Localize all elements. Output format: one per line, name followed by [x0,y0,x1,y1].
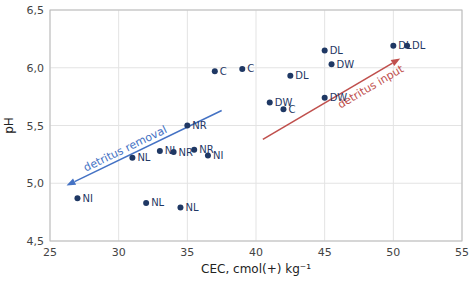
point-label: NL [185,202,198,213]
arrow-line [75,110,222,181]
chart-container: 25 30 35 40 45 50 55 4,5 5,0 5,5 6,0 6,5 CEC, cmol(+… [0,0,474,281]
point-label: NI [213,150,223,161]
tick-label: 25 [43,246,57,259]
point [143,200,149,206]
point-label: DL [412,40,426,51]
point-labels: NINLNLNINRNRNRNLCNICDWDLCDLDWDWDLDL [82,40,425,213]
tick-label: 35 [180,246,194,259]
tick-label: 5,5 [27,120,45,133]
point [184,123,190,129]
point-label: NL [137,152,150,163]
point [329,61,335,67]
y-axis-label: pH [2,117,16,134]
point [212,68,218,74]
arrow-head [66,178,76,185]
tick-label: 40 [249,246,263,259]
point-label: NR [199,144,213,155]
point-label: NR [192,120,206,131]
points [74,43,410,211]
point [267,99,273,105]
point [287,73,293,79]
point [239,66,245,72]
point [322,95,328,101]
plot-frame [50,10,462,241]
tick-label: 45 [318,246,332,259]
point-label: NL [151,197,164,208]
point-label: C [247,63,254,74]
grid-line [50,183,462,184]
point [390,43,396,49]
point-label: NR [179,147,193,158]
tick-label: 55 [455,246,469,259]
point-label: DL [398,40,412,51]
tick-label: 6,5 [27,4,45,17]
tick-label: 30 [112,246,126,259]
grid [50,10,462,241]
grid-line [50,125,462,126]
x-axis-label: CEC, cmol(+) kg⁻¹ [201,262,311,276]
arrows [66,59,400,186]
chart: 25 30 35 40 45 50 55 4,5 5,0 5,5 6,0 6,5 CEC, cmol(+… [0,0,474,281]
point [322,47,328,53]
tick-label: 50 [386,246,400,259]
point-label: DL [295,70,309,81]
arrow-label: detritus removal [82,123,170,174]
point [74,195,80,201]
point-label: DW [337,59,355,70]
point [129,155,135,161]
point-label: NI [165,145,175,156]
arrow-label: detritus input [335,62,406,111]
point-label: C [220,66,227,77]
tick-label: 6,0 [27,62,45,75]
point [157,148,163,154]
point-label: C [288,104,295,115]
point-label: NI [82,193,92,204]
tick-label: 5,0 [27,177,45,190]
arrow-line [263,63,393,139]
point [177,205,183,211]
point-label: DL [330,45,344,56]
tick-label: 4,5 [27,235,45,248]
